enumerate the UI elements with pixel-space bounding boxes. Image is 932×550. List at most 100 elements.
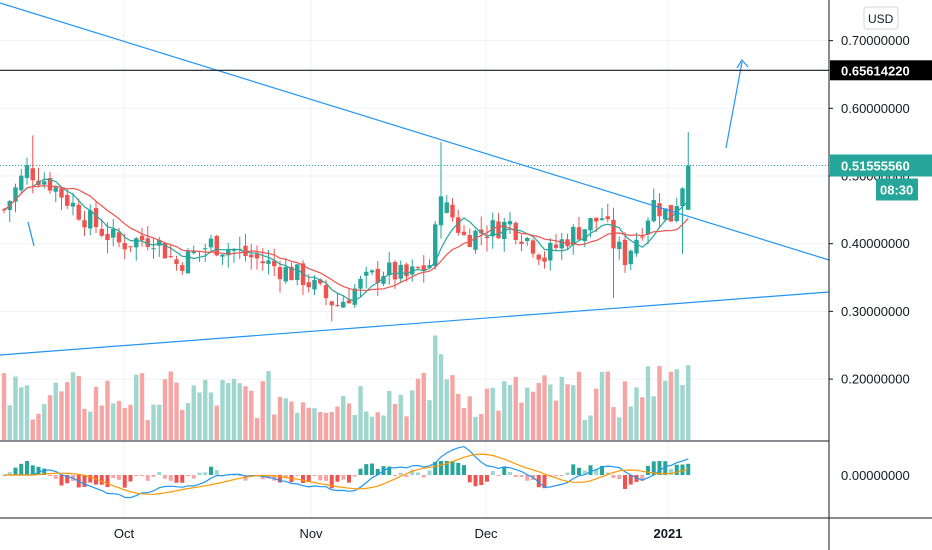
macd-histogram-bar [364,464,369,475]
candle-body [525,237,530,242]
macd-histogram-bar [214,469,219,475]
macd-histogram-bar [513,475,518,478]
time-tick-label: Dec [474,526,498,541]
candle-body [185,250,191,274]
volume-bar [53,382,58,440]
macd-histogram-bar [186,475,190,476]
target-price-tag [830,60,932,81]
volume-bar [111,403,116,440]
volume-bar [249,390,254,440]
candle-body [392,261,398,280]
volume-bars [1,335,691,440]
candle-body [24,165,30,178]
candle-body [421,265,426,271]
macd-histogram-bar [7,472,12,475]
volume-bar [456,393,461,440]
volume-bar [444,379,449,440]
volume-bar [88,411,93,440]
volume-bar [93,386,99,440]
macd-histogram-bar [168,475,173,481]
volume-bar [208,392,214,440]
volume-bar [582,419,587,440]
volume-bar [628,406,633,440]
volume-bar [116,400,122,440]
macd-histogram-bar [122,475,127,488]
candle-body [588,218,593,231]
candle-body [553,244,559,248]
volume-bar [622,381,628,440]
volume-bar [605,371,610,440]
candle-body [657,203,662,217]
volume-bar [105,380,110,440]
macd-histogram-bar [496,475,501,477]
candle-body [484,236,490,239]
macd-histogram-bar [393,475,397,476]
volume-bar [346,403,352,440]
candle-body [88,210,93,229]
candle-body [530,240,536,254]
volume-bar [565,384,570,440]
candle-body [105,233,110,241]
candle-body [398,264,403,279]
macd-histogram-bar [410,469,415,475]
candle-body [82,220,87,228]
macd-histogram-bar [450,461,455,475]
candle-body [318,279,323,284]
macd-histogram-bar [180,475,185,483]
volume-bar [433,335,438,440]
macd-histogram-bar [157,471,162,475]
macd-histogram-bar [628,475,633,485]
price-axis-bg [829,0,932,550]
countdown-tag [876,178,918,201]
volume-bar [157,404,162,440]
candle-body [605,216,610,220]
macd-histogram-bar [444,461,449,475]
candle-body [479,229,484,234]
volume-bar [203,379,208,440]
trendlines [0,2,830,356]
candle-body [415,267,421,269]
volume-bar [128,404,133,440]
macd-histogram-bar [197,472,202,475]
candle-body [76,204,81,220]
candle-body [266,260,271,264]
macd-histogram-bar [680,464,685,475]
volume-bar [364,411,369,440]
volume-bar [461,407,467,440]
macd-histogram-bar [605,472,610,475]
projection-arrow [725,61,743,149]
volume-bar [162,379,168,440]
volume-bar [410,390,415,440]
candle-body [433,224,438,267]
volume-bar [479,414,484,440]
countdown-label: 08:30 [880,182,913,197]
volume-bar [1,373,7,440]
volume-bar [536,382,541,440]
arrow-head-icon [736,58,749,69]
macd-histogram-bar [329,475,334,489]
volume-bar [237,383,242,440]
candle-body [277,267,283,280]
volume-bar [438,354,444,440]
candle-body [295,264,300,281]
volume-bar [76,375,81,440]
volume-bar [427,400,432,440]
macd-line [4,445,689,499]
price-tick-label: 0.70000000 [841,33,910,48]
volume-bar [381,415,386,440]
volume-bar [180,409,185,440]
macd-histogram-bar [519,475,524,477]
macd-histogram-bar [594,469,599,475]
macd-histogram-bar [174,475,179,483]
macd-histogram-bar [312,475,317,476]
volume-bar [542,375,547,440]
macd-histogram-bar [427,470,432,475]
volume-bar [588,415,593,440]
candle-body [507,221,513,225]
volume-bar [369,416,375,440]
candle-body [375,268,380,283]
volume-bar [519,402,524,440]
volume-bar [277,396,283,440]
